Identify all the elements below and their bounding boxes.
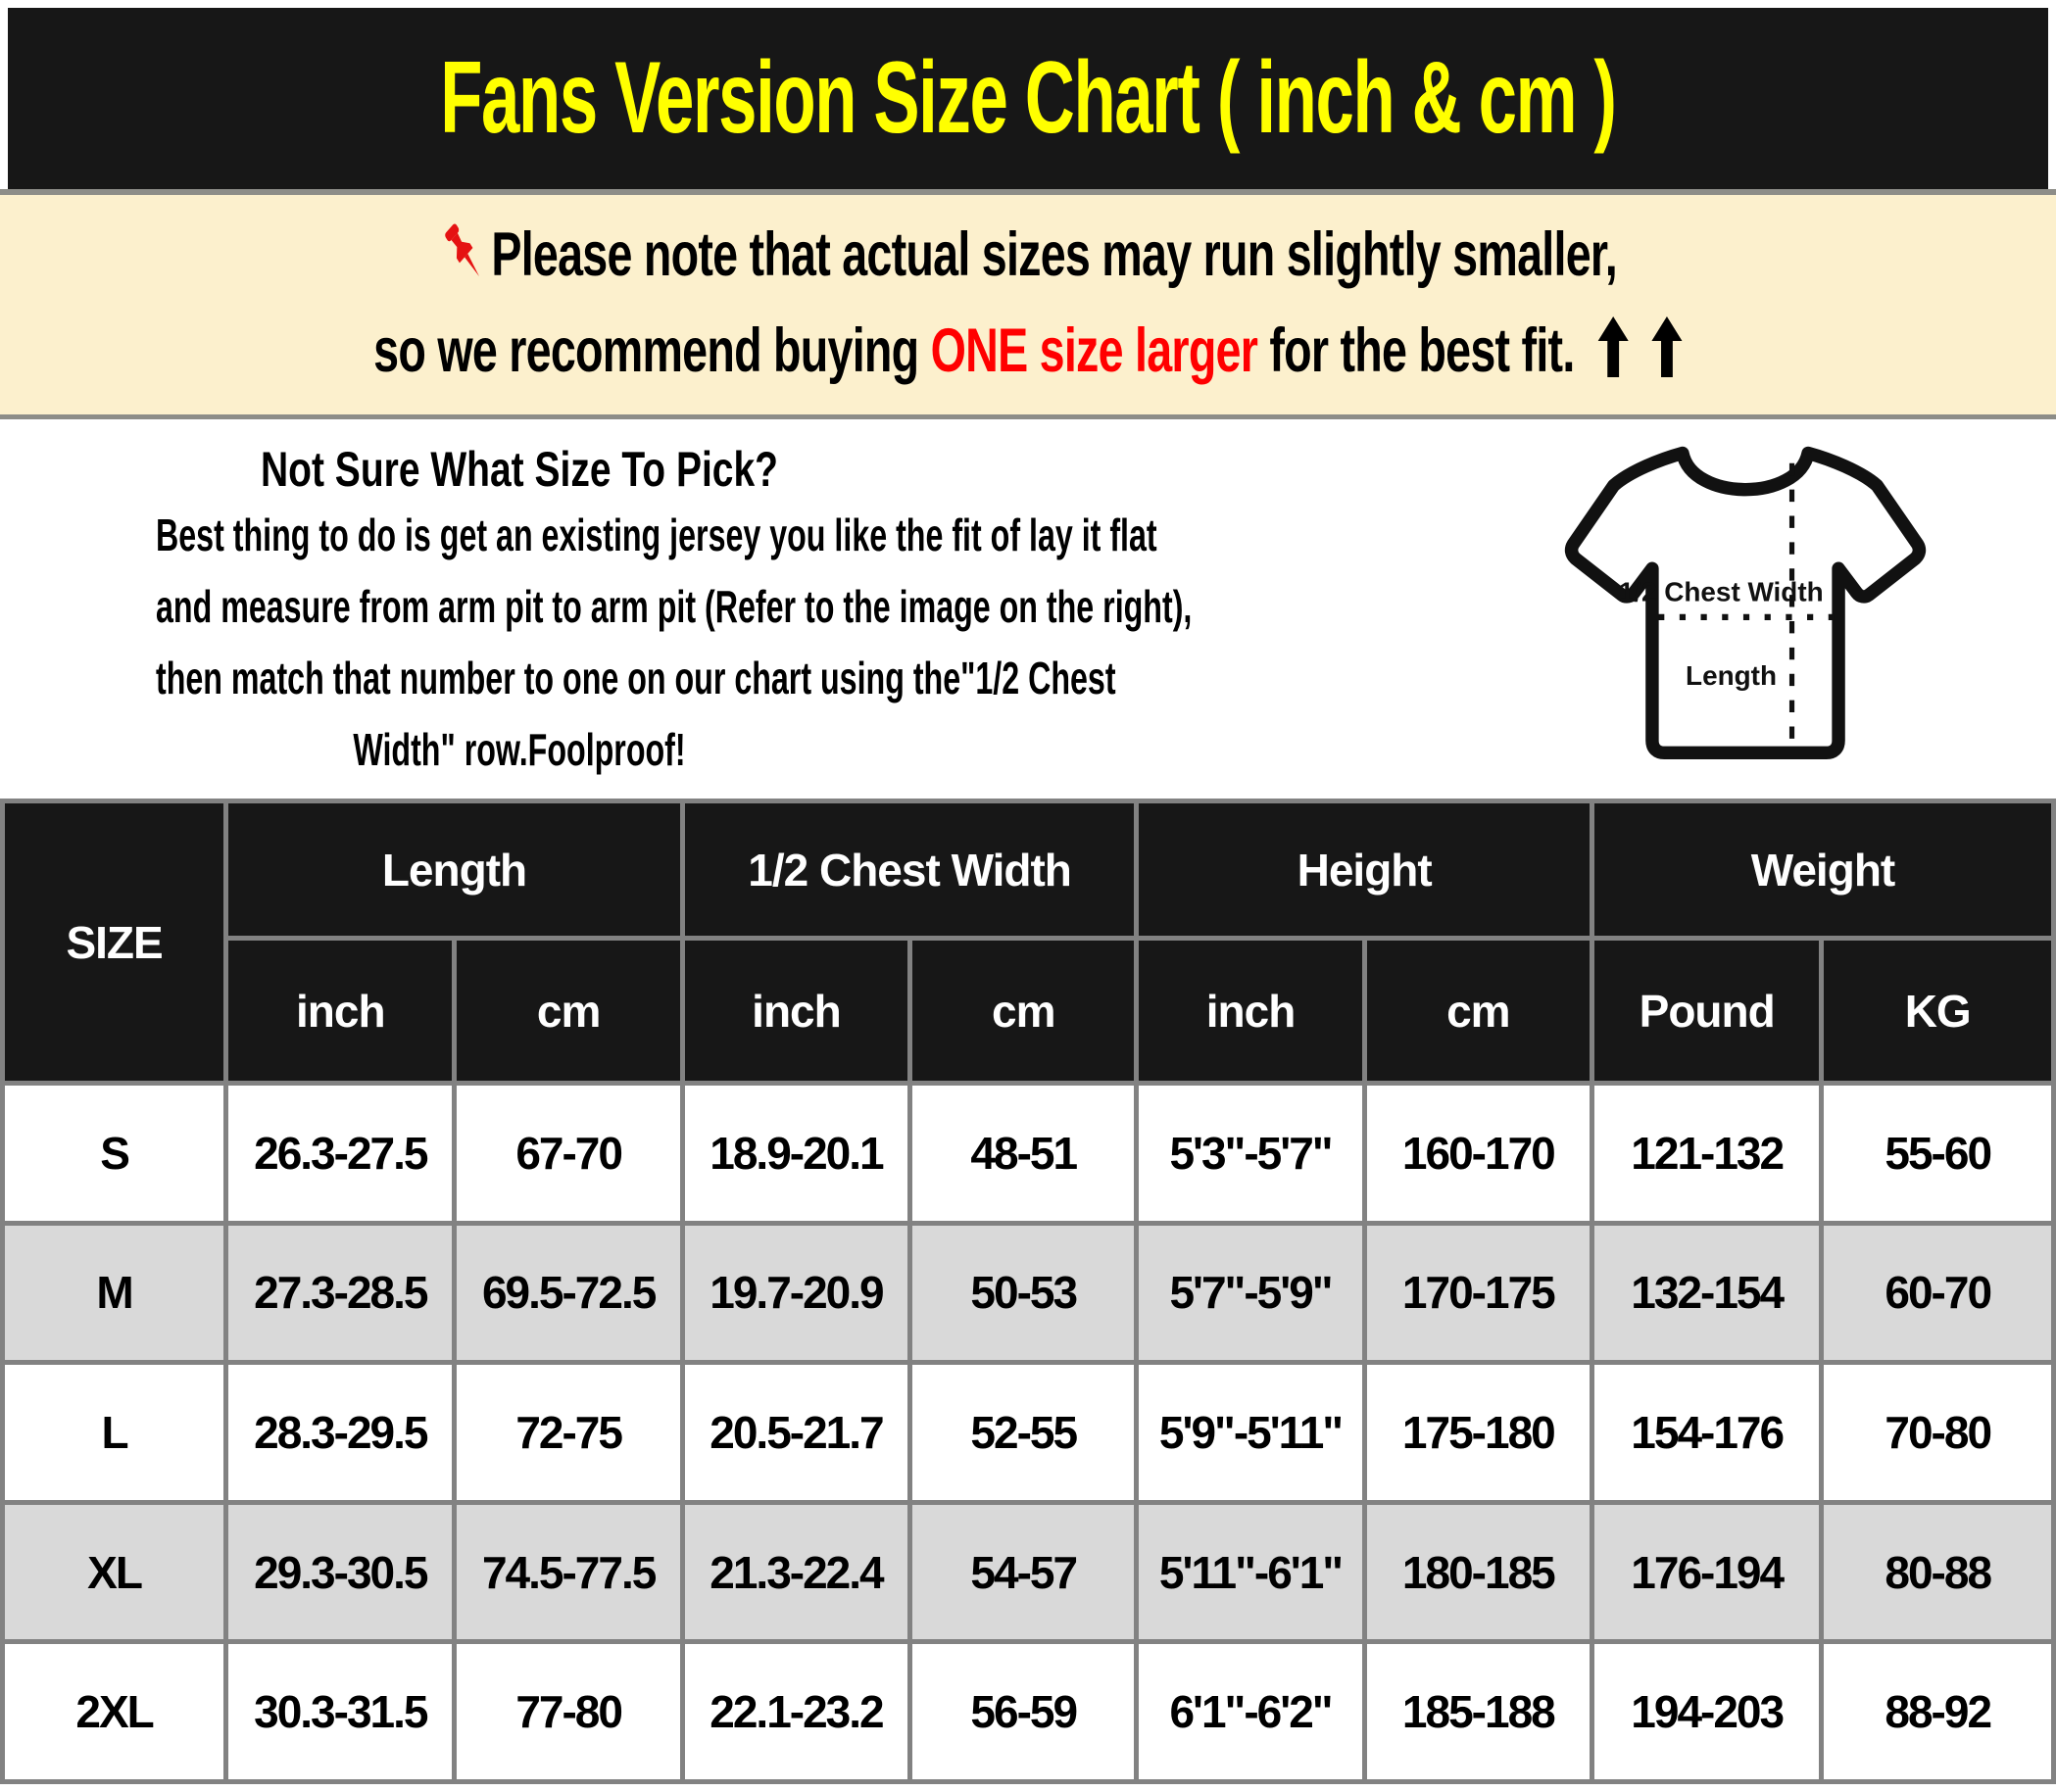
- value-cell: 6'1"-6'2": [1134, 1639, 1367, 1784]
- notice-text-1: Please note that actual sizes may run sl…: [491, 219, 1617, 289]
- pushpin-icon: [439, 218, 490, 302]
- table-header-unit-row: inch cm inch cm inch cm Pound KG: [3, 936, 2056, 1086]
- value-cell: 54-57: [907, 1499, 1140, 1645]
- sizing-help-heading: Not Sure What Size To Pick?: [260, 442, 779, 497]
- value-cell: 60-70: [1819, 1220, 2056, 1366]
- size-cell: 2XL: [0, 1639, 229, 1784]
- value-cell: 30.3-31.5: [223, 1639, 458, 1784]
- value-cell: 185-188: [1361, 1639, 1595, 1784]
- chest-width-label: 1/2 Chest Width: [1619, 576, 1824, 606]
- size-cell: L: [0, 1360, 229, 1505]
- sizing-help-line: and measure from arm pit to arm pit (Ref…: [156, 581, 1193, 632]
- notice-text-2-suffix: for the best fit.: [1257, 315, 1575, 385]
- size-cell: S: [0, 1081, 229, 1226]
- col-header-weight: Weight: [1590, 799, 2056, 941]
- size-table: SIZE Length 1/2 Chest Width Height Weigh…: [0, 799, 2056, 1784]
- unit-header: inch: [679, 936, 913, 1086]
- tshirt-outline: [1564, 446, 1927, 760]
- table-row: XL 29.3-30.5 74.5-77.5 21.3-22.4 54-57 5…: [0, 1499, 2056, 1645]
- value-cell: 121-132: [1589, 1081, 1825, 1226]
- value-cell: 5'7"-5'9": [1134, 1220, 1367, 1366]
- value-cell: 77-80: [452, 1639, 685, 1784]
- unit-header: cm: [907, 936, 1140, 1086]
- col-header-height: Height: [1134, 799, 1594, 941]
- title-bar: Fans Version Size Chart ( inch & cm ): [8, 8, 2048, 189]
- value-cell: 70-80: [1819, 1360, 2056, 1505]
- size-cell: XL: [0, 1499, 229, 1645]
- value-cell: 27.3-28.5: [223, 1220, 458, 1366]
- value-cell: 26.3-27.5: [223, 1081, 458, 1226]
- value-cell: 20.5-21.7: [679, 1360, 913, 1505]
- value-cell: 5'9"-5'11": [1134, 1360, 1367, 1505]
- divider: [0, 414, 2056, 419]
- value-cell: 55-60: [1819, 1081, 2056, 1226]
- notice-text-2-prefix: so we recommend buying: [373, 315, 931, 385]
- col-header-length: Length: [223, 799, 685, 941]
- table-row: S 26.3-27.5 67-70 18.9-20.1 48-51 5'3"-5…: [0, 1081, 2056, 1226]
- length-label: Length: [1686, 660, 1777, 691]
- unit-header: inch: [1134, 936, 1367, 1086]
- notice-highlight: ONE size larger: [930, 315, 1258, 385]
- page-title: Fans Version Size Chart ( inch & cm ): [440, 41, 1617, 155]
- divider: [0, 189, 2056, 195]
- value-cell: 48-51: [907, 1081, 1140, 1226]
- size-cell: M: [0, 1220, 229, 1366]
- value-cell: 28.3-29.5: [223, 1360, 458, 1505]
- value-cell: 67-70: [452, 1081, 685, 1226]
- value-cell: 154-176: [1589, 1360, 1825, 1505]
- sizing-help-line: then match that number to one on our cha…: [156, 653, 1116, 703]
- value-cell: 194-203: [1589, 1639, 1825, 1784]
- value-cell: 50-53: [907, 1220, 1140, 1366]
- value-cell: 5'11"-6'1": [1134, 1499, 1367, 1645]
- sizing-help-line: Best thing to do is get an existing jers…: [156, 509, 1157, 560]
- table-row: M 27.3-28.5 69.5-72.5 19.7-20.9 50-53 5'…: [0, 1220, 2056, 1366]
- unit-header: KG: [1819, 936, 2056, 1086]
- notice-line-1: Please note that actual sizes may run sl…: [268, 218, 1789, 302]
- sizing-help-text: Not Sure What Size To Pick? Best thing t…: [0, 439, 1193, 786]
- unit-header: Pound: [1589, 936, 1825, 1086]
- sizing-help-line: Width" row.Foolproof!: [353, 724, 686, 775]
- value-cell: 160-170: [1361, 1081, 1595, 1226]
- sizing-help-section: Not Sure What Size To Pick? Best thing t…: [0, 419, 2056, 799]
- value-cell: 72-75: [452, 1360, 685, 1505]
- value-cell: 18.9-20.1: [679, 1081, 913, 1226]
- notice-banner: Please note that actual sizes may run sl…: [0, 195, 2056, 414]
- notice-line-2: so we recommend buying ONE size larger f…: [268, 315, 1789, 392]
- value-cell: 56-59: [907, 1639, 1140, 1784]
- table-row: L 28.3-29.5 72-75 20.5-21.7 52-55 5'9"-5…: [0, 1360, 2056, 1505]
- value-cell: 175-180: [1361, 1360, 1595, 1505]
- value-cell: 29.3-30.5: [223, 1499, 458, 1645]
- value-cell: 80-88: [1819, 1499, 2056, 1645]
- value-cell: 69.5-72.5: [452, 1220, 685, 1366]
- unit-header: inch: [223, 936, 458, 1086]
- value-cell: 180-185: [1361, 1499, 1595, 1645]
- value-cell: 5'3"-5'7": [1134, 1081, 1367, 1226]
- value-cell: 88-92: [1819, 1639, 2056, 1784]
- tshirt-diagram: 1/2 Chest Width Length: [1563, 437, 1928, 780]
- value-cell: 19.7-20.9: [679, 1220, 913, 1366]
- table-row: 2XL 30.3-31.5 77-80 22.1-23.2 56-59 6'1"…: [0, 1639, 2056, 1784]
- col-header-chest-width: 1/2 Chest Width: [679, 799, 1140, 941]
- value-cell: 22.1-23.2: [679, 1639, 913, 1784]
- unit-header: cm: [1361, 936, 1595, 1086]
- col-header-size: SIZE: [0, 799, 229, 1086]
- value-cell: 74.5-77.5: [452, 1499, 685, 1645]
- up-arrow-icon: [1651, 315, 1683, 392]
- value-cell: 170-175: [1361, 1220, 1595, 1366]
- table-header-group-row: SIZE Length 1/2 Chest Width Height Weigh…: [0, 799, 2056, 1086]
- value-cell: 21.3-22.4: [679, 1499, 913, 1645]
- value-cell: 176-194: [1589, 1499, 1825, 1645]
- value-cell: 132-154: [1589, 1220, 1825, 1366]
- unit-header: cm: [452, 936, 685, 1086]
- up-arrow-icon: [1597, 315, 1629, 392]
- value-cell: 52-55: [907, 1360, 1140, 1505]
